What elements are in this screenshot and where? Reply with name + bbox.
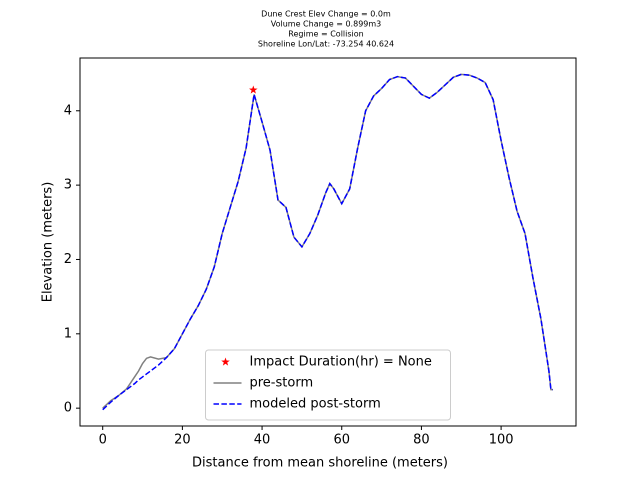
y-axis-label: Elevation (meters) bbox=[41, 182, 56, 303]
legend-label: modeled post-storm bbox=[250, 397, 381, 412]
legend-label: Impact Duration(hr) = None bbox=[250, 355, 432, 370]
legend: Impact Duration(hr) = None pre-storm model… bbox=[205, 349, 451, 421]
y-tick-label: 0 bbox=[64, 401, 72, 416]
y-tick-label: 1 bbox=[64, 326, 72, 341]
chart-title: Regime = Collision bbox=[288, 30, 363, 39]
x-tick-label: 40 bbox=[254, 433, 271, 448]
chart-title: Shoreline Lon/Lat: -73.254 40.624 bbox=[258, 40, 394, 49]
x-tick-label: 80 bbox=[413, 433, 430, 448]
x-tick-label: 60 bbox=[333, 433, 350, 448]
plot-frame bbox=[79, 57, 577, 427]
legend-box bbox=[205, 349, 451, 421]
star-marker bbox=[249, 85, 258, 94]
y-tick-label: 2 bbox=[64, 252, 72, 267]
line-series bbox=[102, 73, 553, 411]
chart-title: Dune Crest Elev Change = 0.0m bbox=[261, 10, 391, 19]
y-tick-label: 4 bbox=[64, 103, 72, 118]
x-tick-label: 20 bbox=[174, 433, 191, 448]
x-axis-label: Distance from mean shoreline (meters) bbox=[192, 456, 448, 471]
x-tick-label: 0 bbox=[99, 433, 107, 448]
y-tick-label: 3 bbox=[64, 178, 72, 193]
chart-title: Volume Change = 0.899m3 bbox=[271, 20, 382, 29]
legend-marker bbox=[221, 357, 230, 366]
legend-label: pre-storm bbox=[250, 376, 314, 391]
x-tick-label: 100 bbox=[489, 433, 514, 448]
